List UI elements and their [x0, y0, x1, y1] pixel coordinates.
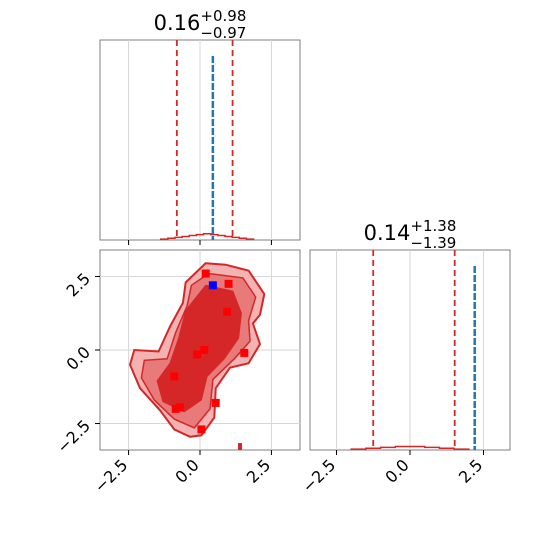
- posterior-2d-x-tick-label: 0.0: [171, 455, 202, 486]
- hist1-title-upper: +0.98: [200, 7, 246, 25]
- hist1-marks: [159, 40, 255, 240]
- sample-marker: [201, 269, 210, 278]
- hist2-grid: [335, 250, 485, 450]
- hist2-title: 0.14+1.38 −1.39: [364, 217, 457, 252]
- sample-marker: [197, 425, 206, 434]
- hist1-grid: [128, 40, 272, 240]
- hist1-histogram-step: [159, 233, 255, 240]
- sample-marker: [193, 350, 202, 359]
- hist2-x-tick-label: 0.0: [381, 455, 412, 486]
- sample-marker: [176, 403, 184, 412]
- hist1-title-lower: −0.97: [200, 24, 246, 42]
- posterior-2d-x-tick-label: 2.5: [243, 455, 274, 486]
- highlight-sample-marker: [208, 281, 217, 290]
- sample-marker: [200, 346, 209, 354]
- sample-marker: [211, 398, 220, 407]
- hist2-title-upper: +1.38: [410, 217, 456, 235]
- hist1-title-median: 0.16: [154, 11, 201, 35]
- sample-marker: [240, 348, 249, 357]
- sample-marker: [223, 307, 232, 316]
- sample-marker: [171, 404, 180, 413]
- posterior-2d-marks: [128, 262, 266, 450]
- hist2-histogram-step: [350, 445, 470, 450]
- truth-marker: [238, 443, 242, 450]
- posterior-2d-panel: −2.5 0.0 2.5 −2.5 0.0 2.5: [53, 249, 301, 496]
- hist1-panel: [99, 39, 301, 245]
- hist2-x-tick-label: −2.5: [298, 455, 339, 496]
- hist2-ticks: −2.5 0.0 2.5: [298, 450, 486, 496]
- posterior-2d-x-tick-label: −2.5: [90, 455, 131, 496]
- hist1-ticks: [128, 240, 272, 245]
- hist2-title-median: 0.14: [364, 221, 411, 245]
- sample-marker: [170, 372, 179, 381]
- posterior-2d-y-tick-label: −2.5: [53, 416, 94, 457]
- hist2-x-tick-label: 2.5: [455, 455, 486, 486]
- posterior-2d-y-tick-label: 0.0: [63, 343, 94, 374]
- hist2-marks: [350, 250, 476, 450]
- hist1-title: 0.16+0.98 −0.97: [154, 7, 247, 42]
- posterior-2d-y-tick-label: 2.5: [63, 269, 94, 300]
- hist2-panel: −2.5 0.0 2.5: [298, 249, 511, 496]
- sample-marker: [224, 279, 233, 288]
- hist2-title-lower: −1.39: [410, 234, 456, 252]
